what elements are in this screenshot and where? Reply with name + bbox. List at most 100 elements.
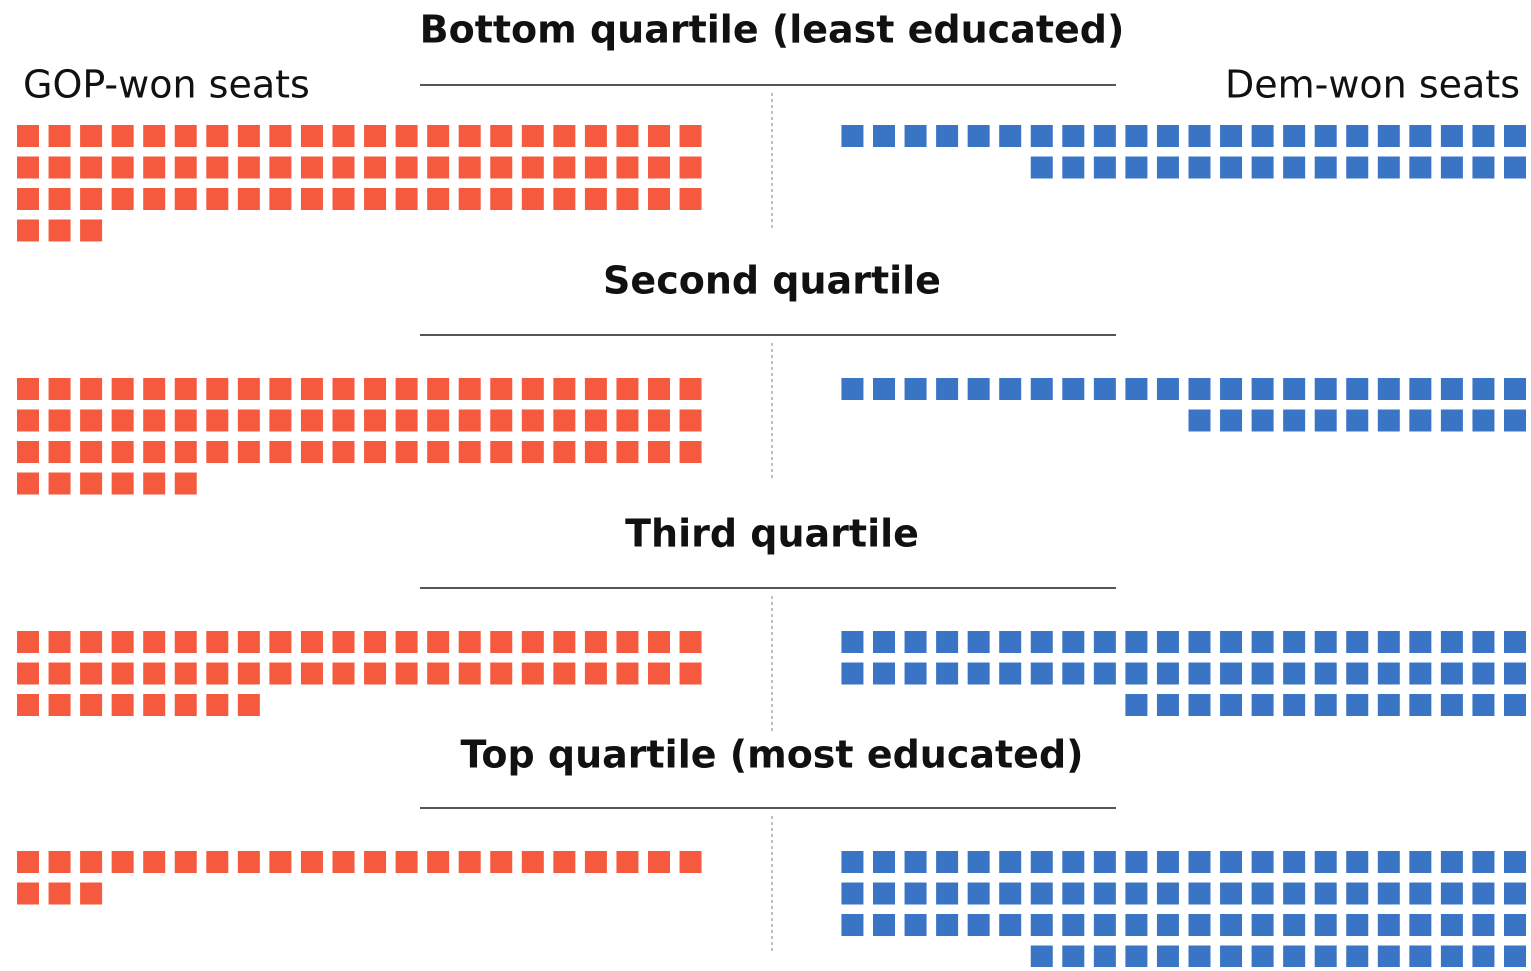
dem-seat	[1156, 631, 1179, 653]
gop-seat	[237, 125, 260, 147]
gop-seat	[648, 631, 670, 653]
gop-seat	[679, 631, 702, 653]
gop-seat	[490, 441, 513, 463]
gop-seat	[237, 694, 260, 716]
dem-seat	[1472, 409, 1495, 432]
gop-seat	[521, 409, 544, 432]
dem-seat	[1251, 851, 1274, 873]
dem-seat	[1220, 694, 1243, 716]
dem-seat	[1251, 694, 1274, 716]
dem-seat	[1156, 662, 1179, 685]
gop-seat	[174, 662, 197, 685]
dem-seat	[904, 851, 927, 873]
dem-seat	[1472, 945, 1495, 968]
dem-seat	[1030, 378, 1053, 400]
gop-seat	[111, 472, 134, 495]
dem-seat	[1314, 409, 1337, 432]
dem-seat	[967, 882, 990, 905]
gop-seat	[111, 662, 134, 685]
dem-seat	[1314, 914, 1337, 936]
gop-seat	[427, 156, 450, 179]
gop-seat	[553, 441, 576, 463]
gop-seat	[80, 882, 103, 905]
gop-seat	[490, 125, 513, 147]
gop-seat	[364, 441, 387, 463]
gop-seat	[300, 851, 323, 873]
gop-seat	[269, 851, 292, 873]
gop-seat	[17, 125, 39, 147]
dem-seat	[1251, 882, 1274, 905]
dem-seat	[904, 882, 927, 905]
dem-seat	[1251, 631, 1274, 653]
dem-seat	[1283, 631, 1306, 653]
gop-seat	[427, 409, 450, 432]
gop-seat	[111, 378, 134, 400]
gop-seat	[300, 125, 323, 147]
gop-seat	[679, 851, 702, 873]
panel-title: Top quartile (most educated)	[460, 733, 1083, 777]
dem-seat	[1440, 851, 1463, 873]
gop-seat	[395, 631, 418, 653]
dem-seat	[904, 631, 927, 653]
dem-seat	[1504, 378, 1526, 400]
gop-seat	[648, 188, 670, 210]
gop-seat	[679, 662, 702, 685]
gop-seat	[80, 694, 103, 716]
gop-seat	[300, 662, 323, 685]
gop-seat	[679, 188, 702, 210]
gop-seat	[174, 851, 197, 873]
dem-seat	[1504, 851, 1526, 873]
dem-seat	[999, 851, 1022, 873]
dem-seat	[936, 631, 959, 653]
dem-seat	[999, 882, 1022, 905]
gop-seat	[80, 156, 103, 179]
dem-seat	[1125, 851, 1148, 873]
gop-seat	[427, 441, 450, 463]
gop-seat	[427, 662, 450, 685]
gop-seat	[364, 125, 387, 147]
gop-seat	[553, 378, 576, 400]
dem-seat	[904, 378, 927, 400]
gop-seat	[364, 631, 387, 653]
dem-seat	[1283, 125, 1306, 147]
dem-seat	[1346, 662, 1369, 685]
dem-seat	[1283, 662, 1306, 685]
gop-seat	[206, 441, 229, 463]
gop-seat	[616, 631, 639, 653]
dem-seat	[1062, 631, 1085, 653]
gop-seat	[206, 631, 229, 653]
gop-seat	[17, 378, 39, 400]
gop-seat	[143, 156, 166, 179]
gop-seat	[332, 125, 355, 147]
gop-seat	[427, 631, 450, 653]
dem-seat	[1472, 882, 1495, 905]
dem-seat	[1156, 945, 1179, 968]
dem-seat	[1504, 409, 1526, 432]
gop-seat	[17, 882, 39, 905]
dem-seat	[1504, 156, 1526, 179]
gop-seat	[521, 662, 544, 685]
gop-seat	[648, 125, 670, 147]
dem-seat	[1472, 662, 1495, 685]
panel-title: Third quartile	[625, 512, 919, 556]
dem-seat	[999, 378, 1022, 400]
gop-seat	[48, 694, 71, 716]
gop-seat	[206, 851, 229, 873]
dem-seat	[967, 914, 990, 936]
dem-seat	[1409, 882, 1432, 905]
gop-seat	[300, 441, 323, 463]
legend-right: Dem-won seats	[1225, 63, 1520, 107]
gop-seat	[80, 472, 103, 495]
gop-seat	[648, 409, 670, 432]
gop-seat	[48, 882, 71, 905]
dem-seat	[999, 125, 1022, 147]
dem-seat	[1030, 156, 1053, 179]
gop-seat	[395, 409, 418, 432]
dem-seat	[1062, 662, 1085, 685]
dem-seat	[1030, 662, 1053, 685]
gop-seat	[48, 156, 71, 179]
gop-seat	[458, 409, 481, 432]
dem-seat	[967, 125, 990, 147]
dem-seat	[1409, 378, 1432, 400]
